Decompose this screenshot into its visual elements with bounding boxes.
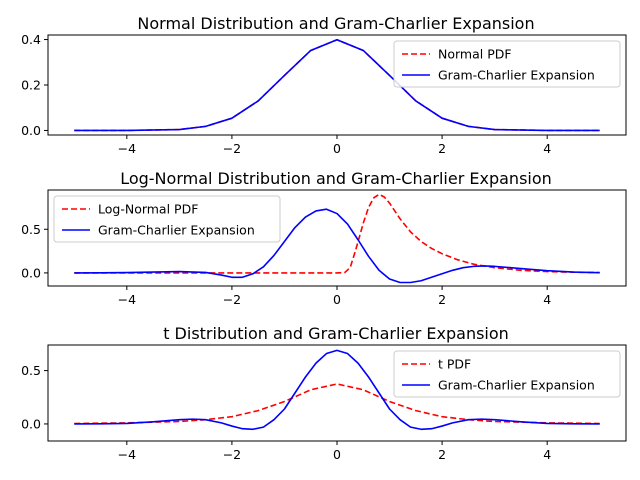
series-line-gram-charlier	[74, 38, 600, 132]
legend-label: Gram-Charlier Expansion	[438, 68, 595, 83]
legend-box	[393, 350, 621, 398]
x-tick-label: −4	[118, 141, 136, 156]
y-tick-label: 0.0	[21, 416, 41, 431]
subplot-lognormal: Log-Normal Distribution and Gram-Charlie…	[21, 169, 627, 307]
x-tick-label: 2	[438, 292, 446, 307]
legend: Normal PDF Gram-Charlier Expansion	[393, 40, 621, 88]
y-tick-label: 0.2	[21, 78, 41, 93]
series-line-gram-charlier	[74, 208, 600, 284]
y-tick-label: 0.0	[21, 123, 41, 138]
y-tick-label: 0.5	[21, 363, 41, 378]
legend-label: Log-Normal PDF	[98, 202, 198, 217]
y-tick-label: 0.0	[21, 265, 41, 280]
legend-label: Normal PDF	[438, 47, 512, 62]
subplot-normal: Normal Distribution and Gram-Charlier Ex…	[21, 14, 627, 156]
x-tick-label: 4	[543, 447, 551, 462]
y-tick-label: 0.4	[21, 32, 41, 47]
plot-area	[74, 193, 600, 284]
chart-title: Normal Distribution and Gram-Charlier Ex…	[137, 14, 534, 33]
x-tick-label: 0	[333, 447, 341, 462]
subplot-t: t Distribution and Gram-Charlier Expansi…	[21, 324, 627, 462]
legend: t PDF Gram-Charlier Expansion	[393, 350, 621, 398]
x-axis: −4 −2 0 2 4	[118, 441, 551, 462]
x-tick-label: 4	[543, 292, 551, 307]
y-axis: 0.0 0.5	[21, 222, 48, 280]
x-tick-label: 4	[543, 141, 551, 156]
x-tick-label: −4	[118, 292, 136, 307]
legend-label: Gram-Charlier Expansion	[98, 223, 255, 238]
legend-box	[393, 40, 621, 88]
chart-title: t Distribution and Gram-Charlier Expansi…	[163, 324, 509, 343]
plot-area	[74, 38, 600, 132]
plot-area	[74, 349, 600, 431]
x-tick-label: 2	[438, 141, 446, 156]
legend-label: t PDF	[438, 357, 471, 372]
x-tick-label: 2	[438, 447, 446, 462]
x-tick-label: 0	[333, 141, 341, 156]
legend-box	[53, 195, 281, 243]
chart-title: Log-Normal Distribution and Gram-Charlie…	[120, 169, 552, 188]
series-line-pdf	[74, 193, 600, 274]
x-tick-label: −2	[223, 141, 241, 156]
legend-label: Gram-Charlier Expansion	[438, 378, 595, 393]
y-tick-label: 0.5	[21, 222, 41, 237]
series-line-pdf	[74, 383, 600, 425]
x-tick-label: 0	[333, 292, 341, 307]
y-axis: 0.0 0.2 0.4	[21, 32, 48, 138]
x-tick-label: −2	[223, 447, 241, 462]
x-tick-label: −2	[223, 292, 241, 307]
x-axis: −4 −2 0 2 4	[118, 135, 551, 156]
x-tick-label: −4	[118, 447, 136, 462]
legend: Log-Normal PDF Gram-Charlier Expansion	[53, 195, 281, 243]
series-line-gram-charlier	[74, 349, 600, 431]
y-axis: 0.0 0.5	[21, 363, 48, 431]
x-axis: −4 −2 0 2 4	[118, 286, 551, 307]
